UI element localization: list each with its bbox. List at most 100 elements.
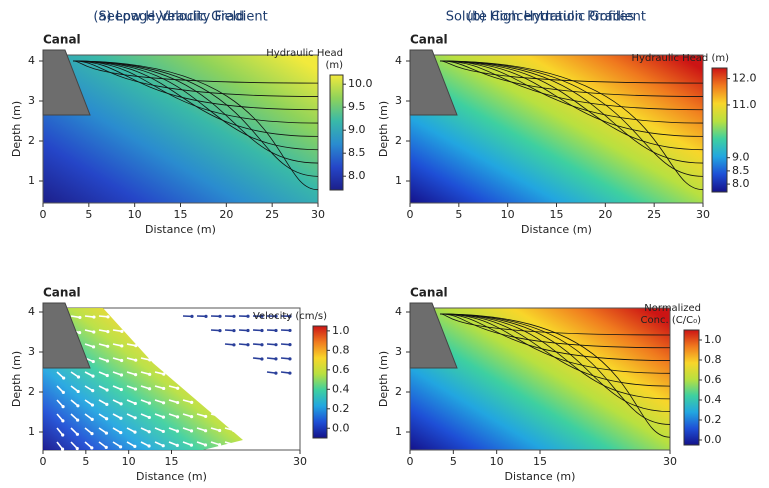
arrow-head	[148, 358, 152, 362]
arrow-head	[246, 442, 250, 447]
x-tick-label: 0	[40, 455, 47, 468]
colorbar	[683, 329, 700, 446]
arrow-head	[288, 399, 292, 404]
colorbar-tick-label: 0.2	[332, 402, 350, 415]
y-tick-label: 1	[395, 174, 402, 187]
arrow-head	[60, 447, 65, 451]
colorbar-label: Normalized	[644, 303, 701, 314]
arrow-head	[288, 314, 292, 318]
x-tick-label: 10	[122, 455, 136, 468]
colorbar-tick-label: 0.6	[704, 373, 722, 386]
arrow-head	[119, 387, 123, 392]
streamline	[72, 60, 319, 191]
arrow-head	[90, 432, 94, 436]
x-tick-label: 30	[663, 455, 677, 468]
arrow-head	[162, 314, 166, 319]
arrow-head	[260, 428, 264, 432]
arrow-head	[105, 359, 110, 363]
arrow-head	[274, 357, 278, 361]
arrow-head	[148, 372, 152, 376]
x-tick-label: 5	[450, 455, 457, 468]
arrow-head	[176, 386, 180, 390]
arrow-head	[120, 358, 124, 363]
x-tick-label: 15	[174, 208, 188, 221]
arrow-head	[288, 428, 292, 432]
arrow-head	[76, 418, 80, 422]
colorbar-tick-label: 0.0	[704, 433, 722, 446]
x-tick-label: 5	[82, 455, 89, 468]
x-tick-label: 15	[533, 455, 547, 468]
y-tick-label: 2	[395, 385, 402, 398]
streamline	[439, 313, 671, 413]
y-tick-label: 2	[395, 134, 402, 147]
y-axis-label: Depth (m)	[377, 101, 390, 157]
arrow-head	[76, 404, 80, 408]
arrow-head	[204, 314, 208, 318]
arrow-head	[190, 357, 194, 361]
canal-label: Canal	[43, 33, 81, 47]
colorbar-tick-label: 8.0	[732, 177, 750, 190]
colorbar-tick-label: 0.4	[332, 382, 350, 395]
colorbar-tick-label: 9.5	[348, 100, 366, 113]
arrow-head	[61, 419, 65, 423]
arrow-head	[204, 414, 208, 419]
arrow-head	[106, 329, 110, 334]
arrow-head	[134, 329, 138, 333]
streamline	[439, 313, 671, 336]
x-axis-label: Distance (m)	[521, 223, 592, 236]
canal	[42, 302, 91, 369]
x-tick-label: 10	[501, 208, 515, 221]
arrow-head	[288, 371, 292, 375]
arrow-head	[217, 443, 222, 447]
streamline	[72, 60, 319, 124]
arrow-head	[61, 433, 65, 437]
arrow-head	[133, 444, 137, 449]
streamline	[72, 60, 319, 164]
arrow-head	[246, 343, 250, 347]
streamline	[439, 60, 704, 164]
y-tick-label: 3	[28, 345, 35, 358]
arrow-head	[246, 314, 250, 318]
arrow-head	[189, 429, 194, 433]
arrow-head	[260, 414, 264, 418]
x-axis-label: Distance (m)	[145, 223, 216, 236]
streamline	[439, 313, 671, 438]
arrow-head	[162, 343, 166, 347]
colorbar-label: Conc. (C/C₀)	[641, 315, 702, 326]
arrow-head	[134, 314, 138, 319]
arrow-head	[274, 328, 278, 333]
y-tick-label: 1	[395, 425, 402, 438]
arrow-head	[260, 357, 264, 361]
arrow-head	[203, 443, 208, 447]
streamline	[439, 313, 671, 425]
y-tick-label: 3	[395, 94, 402, 107]
arrow-head	[274, 371, 278, 375]
arrow-head	[190, 372, 194, 376]
arrow-head	[274, 442, 278, 446]
arrow-head	[232, 400, 236, 404]
colorbar-tick-label: 0.8	[704, 353, 722, 366]
arrow-head	[246, 414, 250, 418]
arrow-head	[61, 405, 65, 409]
colorbar-label: Velocity (cm/s)	[253, 311, 327, 322]
colorbar	[312, 325, 328, 439]
arrow-head	[175, 429, 180, 433]
arrow-head	[119, 416, 123, 420]
arrow-head	[218, 357, 222, 361]
arrow-head	[76, 389, 80, 394]
arrow-head	[190, 415, 194, 419]
arrow-head	[232, 328, 236, 333]
colorbar-tick-label: 0.2	[704, 413, 722, 426]
arrow-head	[134, 358, 138, 362]
streamline	[439, 60, 704, 137]
arrow-head	[218, 329, 222, 333]
arrow-head	[119, 373, 124, 377]
arrow-head	[118, 445, 123, 449]
colorbar	[329, 74, 344, 191]
colorbar-tick-label: 0.4	[704, 393, 722, 406]
arrow-head	[260, 371, 264, 375]
arrow-head	[218, 386, 222, 390]
arrow-head	[91, 359, 95, 364]
arrow-head	[246, 357, 250, 361]
